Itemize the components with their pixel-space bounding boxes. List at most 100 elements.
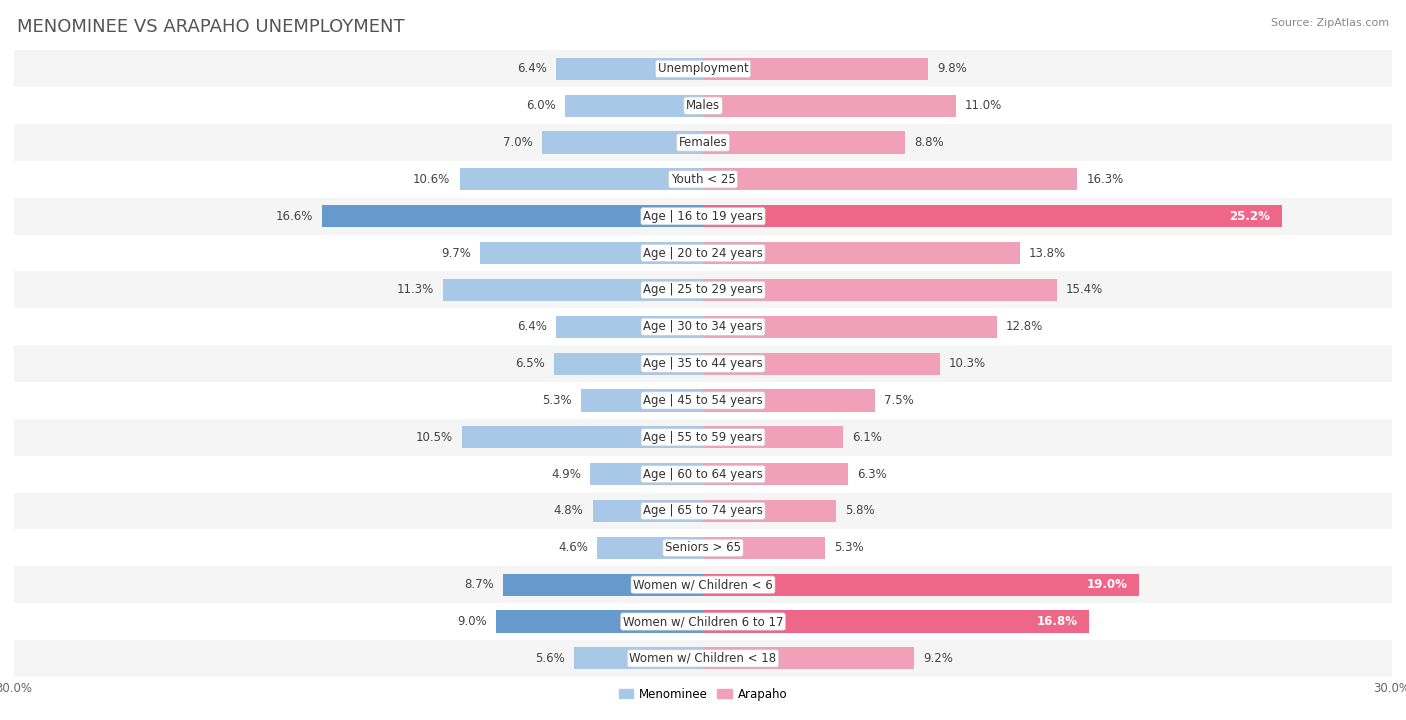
Bar bbox=[703, 94, 956, 117]
Bar bbox=[496, 611, 703, 633]
Bar bbox=[581, 390, 703, 412]
Bar bbox=[14, 529, 1392, 566]
Bar bbox=[14, 566, 1392, 603]
Text: 10.3%: 10.3% bbox=[949, 357, 986, 370]
Bar bbox=[703, 574, 1139, 595]
Bar bbox=[703, 132, 905, 153]
Text: 7.5%: 7.5% bbox=[884, 394, 914, 407]
Text: 5.8%: 5.8% bbox=[845, 505, 875, 518]
Bar bbox=[14, 50, 1392, 87]
Text: Age | 30 to 34 years: Age | 30 to 34 years bbox=[643, 320, 763, 333]
Text: 4.9%: 4.9% bbox=[551, 468, 581, 481]
Text: Women w/ Children < 18: Women w/ Children < 18 bbox=[630, 652, 776, 665]
Text: Age | 25 to 29 years: Age | 25 to 29 years bbox=[643, 284, 763, 297]
Bar bbox=[555, 315, 703, 338]
Text: 7.0%: 7.0% bbox=[503, 136, 533, 149]
Text: 6.0%: 6.0% bbox=[526, 99, 555, 112]
Text: Women w/ Children < 6: Women w/ Children < 6 bbox=[633, 578, 773, 591]
Text: 15.4%: 15.4% bbox=[1066, 284, 1104, 297]
Bar bbox=[703, 353, 939, 374]
Bar bbox=[593, 500, 703, 522]
Bar bbox=[14, 271, 1392, 308]
Bar bbox=[554, 353, 703, 374]
Text: 6.5%: 6.5% bbox=[515, 357, 544, 370]
Text: 16.3%: 16.3% bbox=[1087, 173, 1123, 186]
Bar bbox=[14, 235, 1392, 271]
Bar bbox=[503, 574, 703, 595]
Text: 6.4%: 6.4% bbox=[517, 320, 547, 333]
Bar bbox=[591, 463, 703, 485]
Bar bbox=[14, 345, 1392, 382]
Bar bbox=[14, 640, 1392, 677]
Bar bbox=[14, 308, 1392, 345]
Bar bbox=[14, 382, 1392, 419]
Text: 19.0%: 19.0% bbox=[1087, 578, 1128, 591]
Text: 4.6%: 4.6% bbox=[558, 541, 588, 554]
Bar bbox=[14, 419, 1392, 456]
Bar bbox=[543, 132, 703, 153]
Bar bbox=[703, 390, 875, 412]
Text: Females: Females bbox=[679, 136, 727, 149]
Text: 11.0%: 11.0% bbox=[965, 99, 1002, 112]
Bar bbox=[575, 647, 703, 670]
Bar bbox=[703, 537, 825, 559]
Text: 6.4%: 6.4% bbox=[517, 63, 547, 76]
Text: Unemployment: Unemployment bbox=[658, 63, 748, 76]
Bar bbox=[481, 242, 703, 264]
Bar bbox=[703, 242, 1019, 264]
Bar bbox=[703, 426, 844, 449]
Bar bbox=[703, 205, 1282, 228]
Text: Age | 35 to 44 years: Age | 35 to 44 years bbox=[643, 357, 763, 370]
Bar bbox=[14, 456, 1392, 492]
Text: Age | 20 to 24 years: Age | 20 to 24 years bbox=[643, 246, 763, 259]
Text: Age | 65 to 74 years: Age | 65 to 74 years bbox=[643, 505, 763, 518]
Text: 8.7%: 8.7% bbox=[464, 578, 494, 591]
Bar bbox=[14, 492, 1392, 529]
Text: Youth < 25: Youth < 25 bbox=[671, 173, 735, 186]
Text: 9.7%: 9.7% bbox=[441, 246, 471, 259]
Bar bbox=[565, 94, 703, 117]
Text: 5.6%: 5.6% bbox=[536, 652, 565, 665]
Bar bbox=[703, 279, 1057, 301]
Bar bbox=[703, 500, 837, 522]
Text: 6.3%: 6.3% bbox=[856, 468, 887, 481]
Text: 5.3%: 5.3% bbox=[543, 394, 572, 407]
Text: 9.2%: 9.2% bbox=[924, 652, 953, 665]
Bar bbox=[598, 537, 703, 559]
Text: 10.5%: 10.5% bbox=[416, 431, 453, 444]
Bar bbox=[461, 426, 703, 449]
Text: Age | 60 to 64 years: Age | 60 to 64 years bbox=[643, 468, 763, 481]
Bar bbox=[703, 647, 914, 670]
Bar bbox=[443, 279, 703, 301]
Bar bbox=[14, 87, 1392, 124]
Text: MENOMINEE VS ARAPAHO UNEMPLOYMENT: MENOMINEE VS ARAPAHO UNEMPLOYMENT bbox=[17, 18, 405, 36]
Legend: Menominee, Arapaho: Menominee, Arapaho bbox=[614, 683, 792, 706]
Text: 10.6%: 10.6% bbox=[413, 173, 450, 186]
Bar bbox=[322, 205, 703, 228]
Text: 25.2%: 25.2% bbox=[1229, 210, 1270, 222]
Bar bbox=[703, 315, 997, 338]
Text: 12.8%: 12.8% bbox=[1007, 320, 1043, 333]
Text: Age | 45 to 54 years: Age | 45 to 54 years bbox=[643, 394, 763, 407]
Text: 6.1%: 6.1% bbox=[852, 431, 882, 444]
Bar bbox=[14, 124, 1392, 161]
Text: 16.8%: 16.8% bbox=[1036, 615, 1077, 628]
Bar bbox=[703, 463, 848, 485]
Bar bbox=[14, 603, 1392, 640]
Text: 8.8%: 8.8% bbox=[914, 136, 943, 149]
Bar bbox=[703, 611, 1088, 633]
Text: Source: ZipAtlas.com: Source: ZipAtlas.com bbox=[1271, 18, 1389, 28]
Text: 9.8%: 9.8% bbox=[938, 63, 967, 76]
Bar bbox=[14, 161, 1392, 198]
Text: 11.3%: 11.3% bbox=[396, 284, 434, 297]
Bar bbox=[703, 58, 928, 80]
Text: Seniors > 65: Seniors > 65 bbox=[665, 541, 741, 554]
Bar bbox=[555, 58, 703, 80]
Bar bbox=[14, 198, 1392, 235]
Text: 5.3%: 5.3% bbox=[834, 541, 863, 554]
Text: Age | 55 to 59 years: Age | 55 to 59 years bbox=[643, 431, 763, 444]
Text: 4.8%: 4.8% bbox=[554, 505, 583, 518]
Text: Women w/ Children 6 to 17: Women w/ Children 6 to 17 bbox=[623, 615, 783, 628]
Text: 9.0%: 9.0% bbox=[457, 615, 486, 628]
Bar bbox=[703, 168, 1077, 190]
